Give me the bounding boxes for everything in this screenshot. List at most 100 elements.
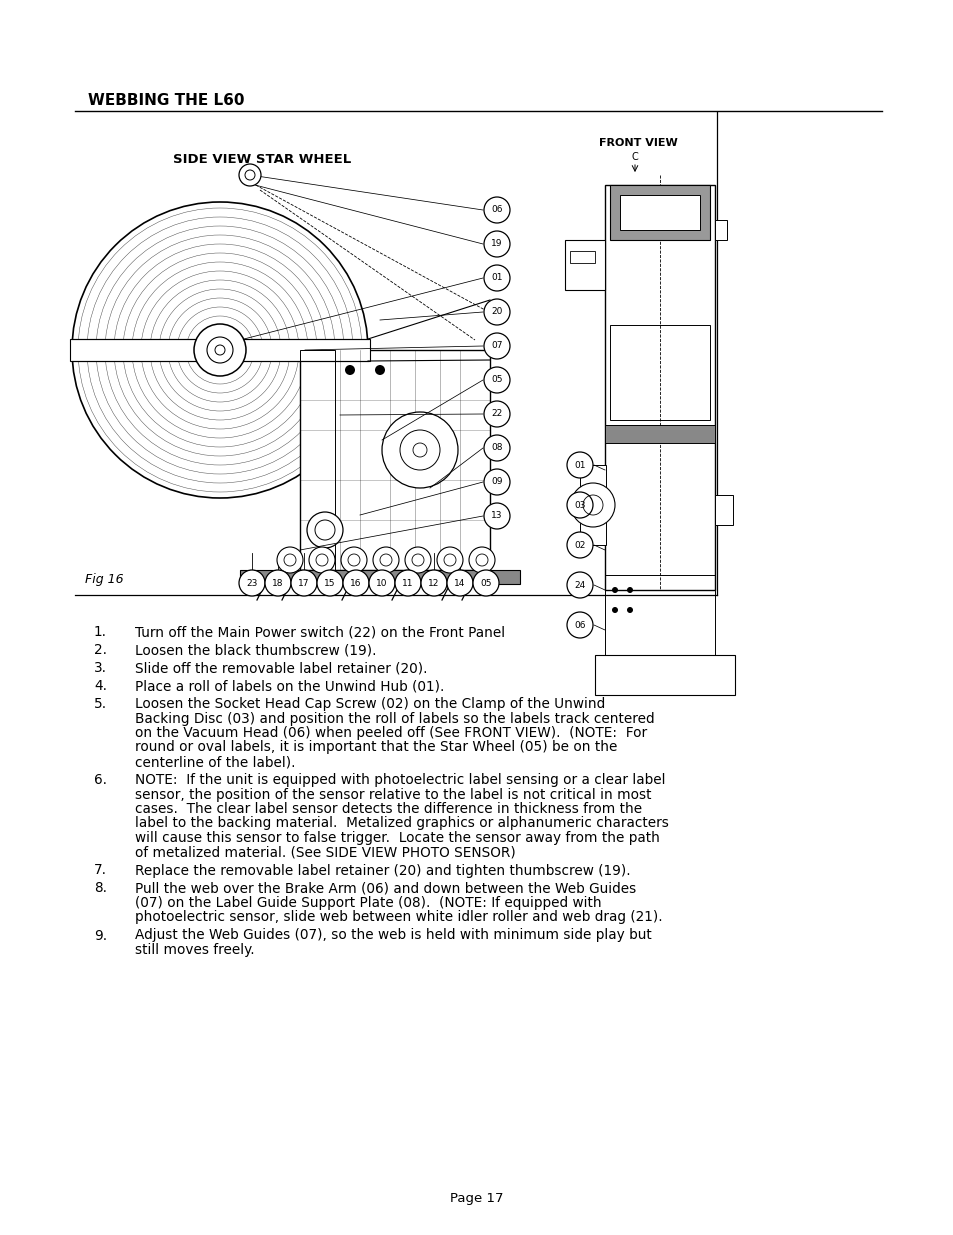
Text: still moves freely.: still moves freely. — [135, 944, 254, 957]
Circle shape — [373, 547, 398, 573]
Bar — [609, 325, 709, 420]
Circle shape — [626, 606, 633, 613]
Circle shape — [566, 613, 593, 638]
Circle shape — [345, 366, 355, 375]
Circle shape — [420, 571, 447, 597]
Text: 15: 15 — [324, 578, 335, 588]
Circle shape — [309, 547, 335, 573]
Text: Slide off the removable label retainer (20).: Slide off the removable label retainer (… — [135, 661, 427, 676]
Text: 19: 19 — [491, 240, 502, 248]
Circle shape — [566, 532, 593, 558]
Circle shape — [239, 164, 261, 186]
Text: label to the backing material.  Metalized graphics or alphanumeric characters: label to the backing material. Metalized… — [135, 816, 668, 830]
Bar — [299, 350, 335, 571]
Text: C: C — [631, 152, 638, 162]
Text: centerline of the label).: centerline of the label). — [135, 755, 295, 769]
Text: of metalized material. (See SIDE VIEW PHOTO SENSOR): of metalized material. (See SIDE VIEW PH… — [135, 846, 516, 860]
Bar — [595, 655, 734, 695]
Circle shape — [447, 571, 473, 597]
Bar — [604, 425, 714, 443]
Text: 20: 20 — [491, 308, 502, 316]
Text: WEBBING THE L60: WEBBING THE L60 — [88, 93, 244, 107]
Circle shape — [265, 571, 291, 597]
Circle shape — [566, 572, 593, 598]
Circle shape — [291, 571, 316, 597]
Text: 07: 07 — [491, 342, 502, 351]
Circle shape — [483, 299, 510, 325]
Text: 13: 13 — [491, 511, 502, 520]
Bar — [240, 571, 519, 584]
Text: 23: 23 — [246, 578, 257, 588]
Text: Turn off the Main Power switch (22) on the Front Panel: Turn off the Main Power switch (22) on t… — [135, 625, 504, 638]
Circle shape — [626, 587, 633, 593]
Bar — [714, 220, 726, 240]
Circle shape — [307, 513, 343, 548]
Circle shape — [483, 401, 510, 427]
Circle shape — [369, 571, 395, 597]
Text: 09: 09 — [491, 478, 502, 487]
Text: cases.  The clear label sensor detects the difference in thickness from the: cases. The clear label sensor detects th… — [135, 802, 641, 816]
Bar — [569, 251, 595, 263]
Text: 17: 17 — [298, 578, 310, 588]
Circle shape — [469, 547, 495, 573]
Circle shape — [340, 547, 367, 573]
Text: Fig 16: Fig 16 — [85, 573, 124, 587]
Text: 05: 05 — [479, 578, 491, 588]
Text: Page 17: Page 17 — [450, 1192, 503, 1205]
Text: 2.: 2. — [94, 643, 107, 657]
Text: 6.: 6. — [94, 773, 107, 787]
Text: 03: 03 — [574, 500, 585, 510]
Circle shape — [436, 547, 462, 573]
Text: photoelectric sensor, slide web between white idler roller and web drag (21).: photoelectric sensor, slide web between … — [135, 910, 662, 925]
Text: 02: 02 — [574, 541, 585, 550]
Bar — [564, 240, 604, 290]
Text: 08: 08 — [491, 443, 502, 452]
Text: 1.: 1. — [94, 625, 107, 638]
Bar — [579, 466, 605, 545]
Text: 4.: 4. — [94, 679, 107, 693]
Text: round or oval labels, it is important that the Star Wheel (05) be on the: round or oval labels, it is important th… — [135, 741, 617, 755]
Circle shape — [193, 324, 246, 375]
Circle shape — [483, 503, 510, 529]
Circle shape — [483, 367, 510, 393]
Bar — [714, 495, 732, 525]
Text: Place a roll of labels on the Unwind Hub (01).: Place a roll of labels on the Unwind Hub… — [135, 679, 444, 693]
Circle shape — [571, 483, 615, 527]
Text: sensor, the position of the sensor relative to the label is not critical in most: sensor, the position of the sensor relat… — [135, 788, 651, 802]
Text: 11: 11 — [402, 578, 414, 588]
Text: Loosen the Socket Head Cap Screw (02) on the Clamp of the Unwind: Loosen the Socket Head Cap Screw (02) on… — [135, 697, 604, 711]
Circle shape — [483, 266, 510, 291]
Circle shape — [276, 547, 303, 573]
Circle shape — [483, 198, 510, 224]
Text: 9.: 9. — [93, 929, 107, 942]
Text: Replace the removable label retainer (20) and tighten thumbscrew (19).: Replace the removable label retainer (20… — [135, 863, 630, 878]
Circle shape — [473, 571, 498, 597]
Bar — [609, 185, 709, 240]
Text: 8.: 8. — [94, 882, 107, 895]
Circle shape — [483, 435, 510, 461]
Circle shape — [239, 571, 265, 597]
Text: will cause this sensor to false trigger.  Locate the sensor away from the path: will cause this sensor to false trigger.… — [135, 831, 659, 845]
Text: 10: 10 — [375, 578, 387, 588]
Text: FRONT VIEW: FRONT VIEW — [598, 138, 677, 148]
Text: 01: 01 — [574, 461, 585, 469]
Text: 06: 06 — [491, 205, 502, 215]
Text: 05: 05 — [491, 375, 502, 384]
Circle shape — [343, 571, 369, 597]
Text: 5.: 5. — [93, 697, 107, 711]
Text: Pull the web over the Brake Arm (06) and down between the Web Guides: Pull the web over the Brake Arm (06) and… — [135, 882, 636, 895]
Text: NOTE:  If the unit is equipped with photoelectric label sensing or a clear label: NOTE: If the unit is equipped with photo… — [135, 773, 665, 787]
Text: on the Vacuum Head (06) when peeled off (See FRONT VIEW).  (NOTE:  For: on the Vacuum Head (06) when peeled off … — [135, 726, 646, 740]
Text: Loosen the black thumbscrew (19).: Loosen the black thumbscrew (19). — [135, 643, 376, 657]
Circle shape — [612, 606, 618, 613]
Text: (07) on the Label Guide Support Plate (08).  (NOTE: If equipped with: (07) on the Label Guide Support Plate (0… — [135, 897, 601, 910]
Text: 14: 14 — [454, 578, 465, 588]
Text: 22: 22 — [491, 410, 502, 419]
Bar — [299, 350, 490, 571]
Text: 06: 06 — [574, 620, 585, 630]
Text: 7.: 7. — [94, 863, 107, 878]
Circle shape — [316, 571, 343, 597]
Circle shape — [375, 366, 385, 375]
Text: 16: 16 — [350, 578, 361, 588]
Text: 18: 18 — [272, 578, 283, 588]
